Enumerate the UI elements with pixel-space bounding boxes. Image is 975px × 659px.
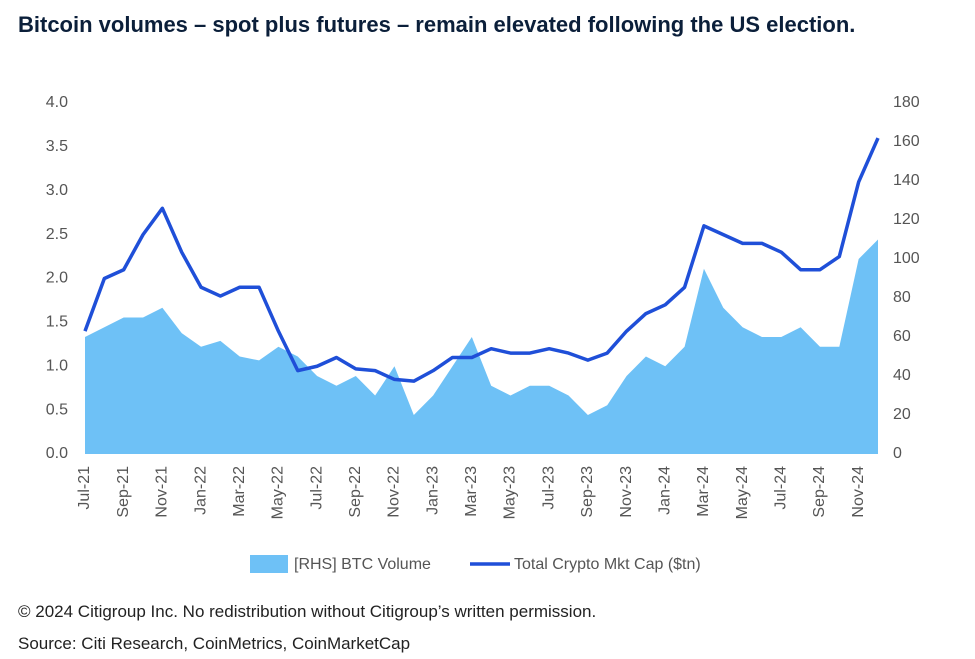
y2-tick-label: 40 — [893, 367, 911, 384]
y2-tick-label: 140 — [893, 172, 920, 189]
x-tick-label: Sep-24 — [811, 466, 828, 518]
x-tick-label: Jul-22 — [308, 466, 325, 510]
y2-tick-label: 120 — [893, 211, 920, 228]
legend-swatch — [250, 555, 288, 573]
y2-tick-label: 160 — [893, 133, 920, 150]
y2-tick-label: 100 — [893, 250, 920, 267]
x-tick-label: Nov-22 — [386, 466, 403, 518]
x-tick-label: Mar-22 — [231, 466, 248, 517]
y-tick-label: 0.0 — [46, 445, 68, 462]
copyright: © 2024 Citigroup Inc. No redistribution … — [18, 602, 597, 621]
y-tick-label: 3.5 — [46, 138, 68, 155]
legend-label: [RHS] BTC Volume — [294, 556, 431, 573]
x-tick-label: Mar-23 — [463, 466, 480, 517]
x-tick-label: May-23 — [502, 466, 519, 519]
x-tick-label: Jul-23 — [540, 466, 557, 510]
x-tick-label: Nov-21 — [154, 466, 171, 518]
y2-tick-label: 20 — [893, 406, 911, 423]
x-tick-label: Jan-22 — [192, 466, 209, 515]
y2-tick-label: 80 — [893, 289, 911, 306]
y-tick-label: 2.5 — [46, 226, 68, 243]
chart: 0.0 0.5 1.0 1.5 2.0 2.5 3.0 3.5 4.0 0 20 40 60 80 100 1… — [46, 94, 920, 573]
y-tick-label: 1.5 — [46, 314, 68, 331]
y2-tick-label: 60 — [893, 328, 911, 345]
volume-area — [85, 239, 878, 454]
x-tick-label: Nov-23 — [618, 466, 635, 518]
x-tick-label: Jan-24 — [656, 466, 673, 515]
x-tick-label: Jul-21 — [76, 466, 93, 510]
x-tick-label: Sep-21 — [115, 466, 132, 518]
market-cap-line — [83, 137, 880, 383]
y-tick-label: 1.0 — [46, 357, 68, 374]
x-tick-label: Mar-24 — [695, 466, 712, 517]
x-tick-label: May-22 — [270, 466, 287, 519]
y2-tick-label: 0 — [893, 445, 902, 462]
y2-tick-label: 180 — [893, 94, 920, 111]
x-tick-label: Sep-22 — [347, 466, 364, 518]
x-tick-label: Nov-24 — [850, 466, 867, 518]
x-tick-label: Jan-23 — [424, 466, 441, 515]
y-tick-label: 3.0 — [46, 182, 68, 199]
x-tick-label: Sep-23 — [579, 466, 596, 518]
chart-title: Bitcoin volumes – spot plus futures – re… — [18, 12, 856, 37]
legend-label: Total Crypto Mkt Cap ($tn) — [514, 556, 701, 573]
y-tick-label: 2.0 — [46, 270, 68, 287]
x-tick-label: Jul-24 — [773, 466, 790, 510]
source: Source: Citi Research, CoinMetrics, Coin… — [18, 634, 411, 653]
y-tick-label: 4.0 — [46, 94, 68, 111]
x-tick-label: May-24 — [734, 466, 751, 519]
y-tick-label: 0.5 — [46, 401, 68, 418]
